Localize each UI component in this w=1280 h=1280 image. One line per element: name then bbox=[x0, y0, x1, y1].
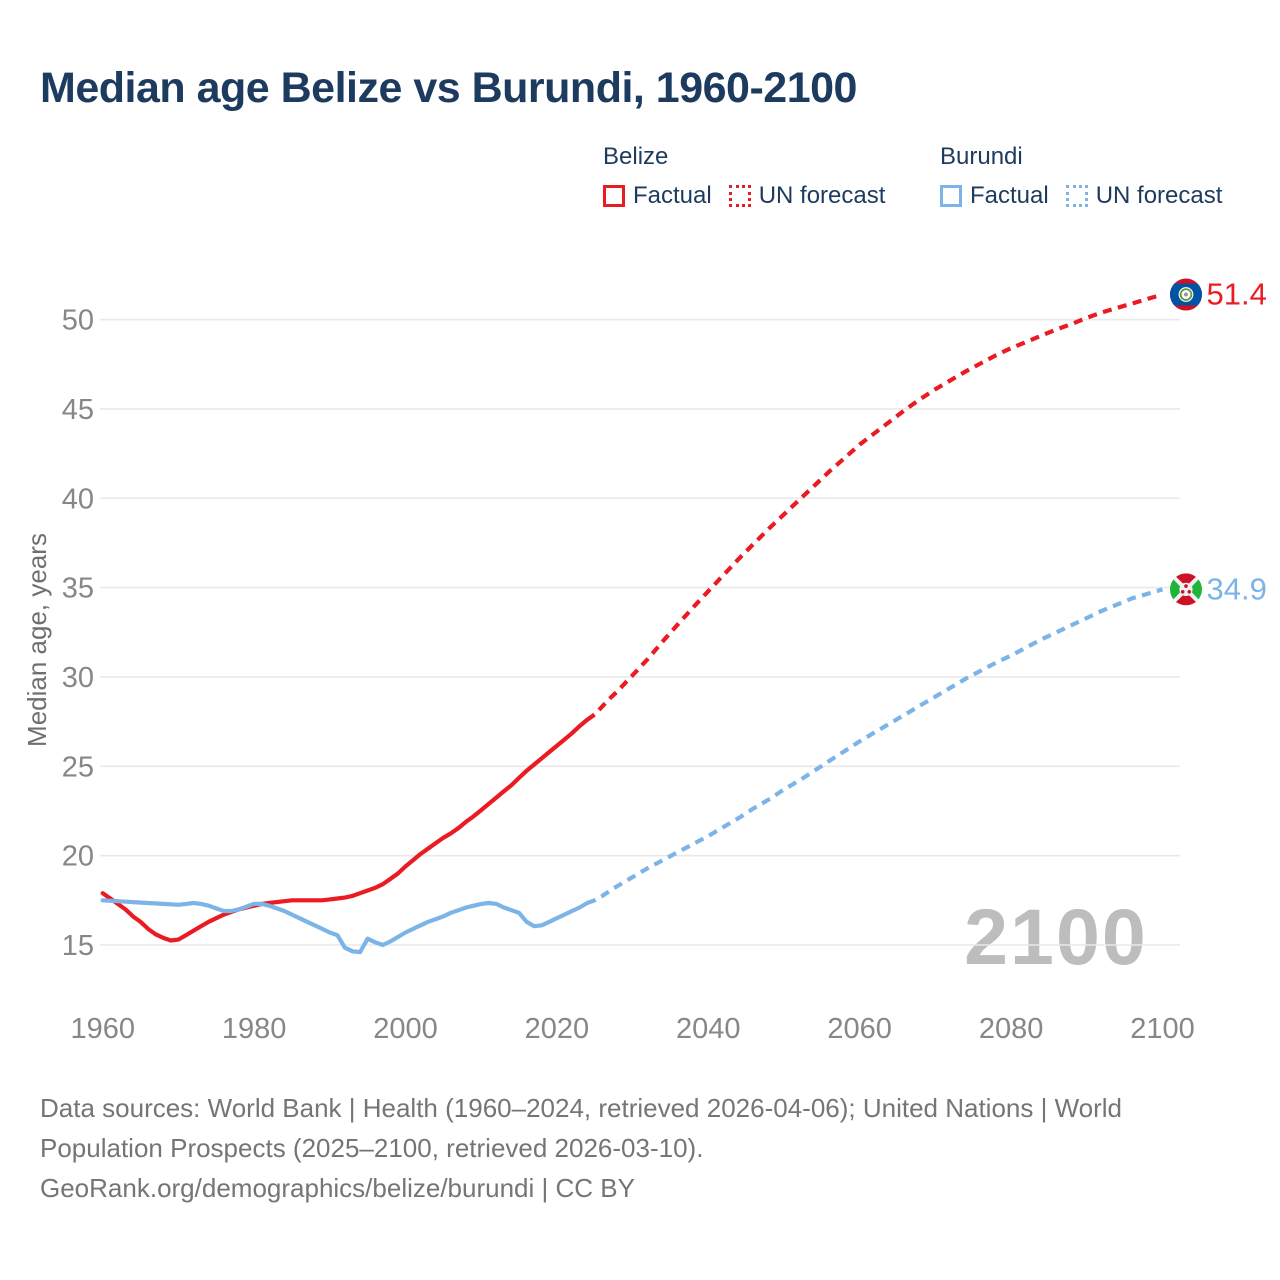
watermark-2100: 2100 bbox=[964, 892, 1148, 981]
legend-group-belize: Belize Factual UN forecast bbox=[603, 143, 885, 210]
y-tick-label: 30 bbox=[62, 662, 94, 694]
legend-group-burundi: Burundi Factual UN forecast bbox=[940, 143, 1222, 210]
legend-item-belize-factual[interactable]: Factual bbox=[603, 182, 712, 210]
y-tick-label: 35 bbox=[62, 573, 94, 605]
belize-un-forecast-line bbox=[585, 292, 1164, 722]
y-tick-label: 20 bbox=[62, 841, 94, 873]
legend-item-label: UN forecast bbox=[758, 182, 886, 209]
legend-group-title-burundi: Burundi bbox=[940, 143, 1023, 170]
solid-red-swatch-icon bbox=[603, 185, 625, 207]
gridlines bbox=[100, 318, 1180, 946]
solid-blue-swatch-icon bbox=[940, 185, 962, 207]
legend-item-belize-forecast[interactable]: UN forecast bbox=[728, 182, 886, 210]
legend-group-title-belize: Belize bbox=[603, 143, 669, 170]
y-axis-tick-labels: 15 20 25 30 35 40 45 50 bbox=[62, 305, 94, 962]
data-series-lines bbox=[100, 292, 1164, 955]
footer-source-link: GeoRank.org/demographics/belize/burundi … bbox=[40, 1173, 635, 1203]
burundi-factual-line bbox=[100, 898, 590, 955]
y-tick-label: 45 bbox=[62, 394, 94, 426]
belize-end-value: 51.4 bbox=[1206, 277, 1266, 312]
legend-item-label: Factual bbox=[633, 182, 712, 209]
legend-item-label: UN forecast bbox=[1095, 182, 1223, 209]
legend-item-burundi-forecast[interactable]: UN forecast bbox=[1065, 182, 1223, 210]
y-tick-label: 50 bbox=[62, 305, 94, 337]
data-sources-footer: Data sources: World Bank | Health (1960–… bbox=[40, 1088, 1122, 1208]
footer-line-1: Data sources: World Bank | Health (1960–… bbox=[40, 1093, 1123, 1123]
y-tick-label: 25 bbox=[62, 751, 94, 783]
x-tick-label: 2060 bbox=[827, 1013, 892, 1045]
x-tick-label: 2080 bbox=[979, 1013, 1044, 1045]
y-tick-label: 40 bbox=[62, 483, 94, 515]
x-tick-label: 2020 bbox=[525, 1013, 590, 1045]
x-tick-label: 1960 bbox=[70, 1013, 135, 1045]
x-tick-label: 1980 bbox=[222, 1013, 287, 1045]
belize-factual-line bbox=[100, 717, 590, 943]
legend-item-label: Factual bbox=[970, 182, 1049, 209]
page-title: Median age Belize vs Burundi, 1960-2100 bbox=[40, 64, 857, 112]
belize-flag-icon bbox=[1169, 278, 1202, 311]
legend-item-burundi-factual[interactable]: Factual bbox=[940, 182, 1049, 210]
burundi-end-value: 34.9 bbox=[1206, 571, 1266, 606]
x-tick-label: 2040 bbox=[676, 1013, 741, 1045]
y-axis-title: Median age, years bbox=[22, 533, 52, 747]
dotted-red-swatch-icon bbox=[728, 185, 751, 207]
burundi-un-forecast-line bbox=[586, 587, 1164, 905]
x-tick-label: 2100 bbox=[1130, 1013, 1195, 1045]
footer-line-2: Population Prospects (2025–2100, retriev… bbox=[40, 1133, 704, 1163]
x-tick-label: 2000 bbox=[373, 1013, 438, 1045]
x-axis-tick-labels: 1960 1980 2000 2020 2040 2060 2080 2100 bbox=[70, 1013, 1194, 1045]
y-tick-label: 15 bbox=[62, 930, 94, 962]
dotted-blue-swatch-icon bbox=[1065, 185, 1088, 207]
burundi-flag-icon bbox=[1169, 573, 1202, 606]
